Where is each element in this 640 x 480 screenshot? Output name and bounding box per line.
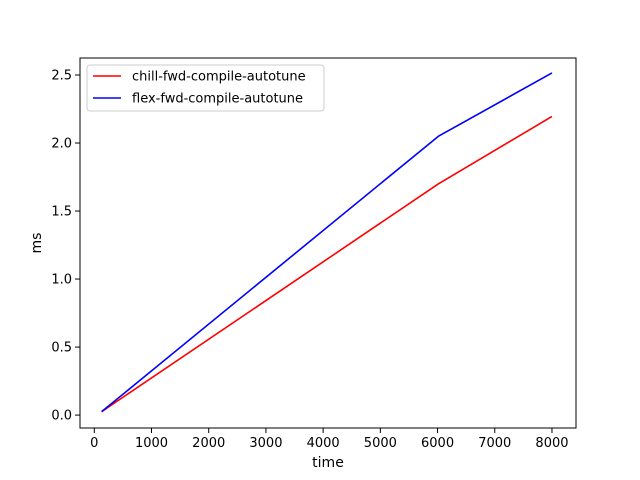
y-tick-label: 1.0: [51, 273, 72, 288]
y-tick-label: 0.0: [51, 409, 72, 424]
x-tick-label: 7000: [478, 436, 511, 451]
legend-label: chill-fwd-compile-autotune: [132, 70, 306, 85]
y-axis-label: ms: [29, 233, 45, 254]
x-axis: 0 1000 2000 3000 4000 5000 6000 7000 8000: [90, 428, 569, 451]
legend: chill-fwd-compile-autotune flex-fwd-compi…: [86, 64, 325, 112]
x-tick-label: 3000: [249, 436, 282, 451]
x-tick-label: 8000: [535, 436, 568, 451]
y-tick-label: 2.0: [51, 137, 72, 152]
x-tick-label: 4000: [307, 436, 340, 451]
x-tick-label: 0: [90, 436, 98, 451]
y-tick-label: 2.5: [51, 69, 72, 84]
y-axis: 0.0 0.5 1.0 1.5 2.0 2.5: [51, 69, 80, 424]
y-tick-label: 1.5: [51, 205, 72, 220]
legend-label: flex-fwd-compile-autotune: [132, 92, 303, 107]
x-tick-label: 1000: [135, 436, 168, 451]
x-axis-label: time: [312, 455, 344, 471]
x-tick-label: 5000: [364, 436, 397, 451]
plot-lines: [101, 72, 553, 413]
x-tick-label: 2000: [192, 436, 225, 451]
x-tick-label: 6000: [421, 436, 454, 451]
axes-frame: [79, 57, 577, 429]
series-line-1: [101, 72, 553, 413]
series-line-0: [101, 115, 553, 413]
y-tick-label: 0.5: [51, 341, 72, 356]
legend-box: [86, 64, 325, 112]
